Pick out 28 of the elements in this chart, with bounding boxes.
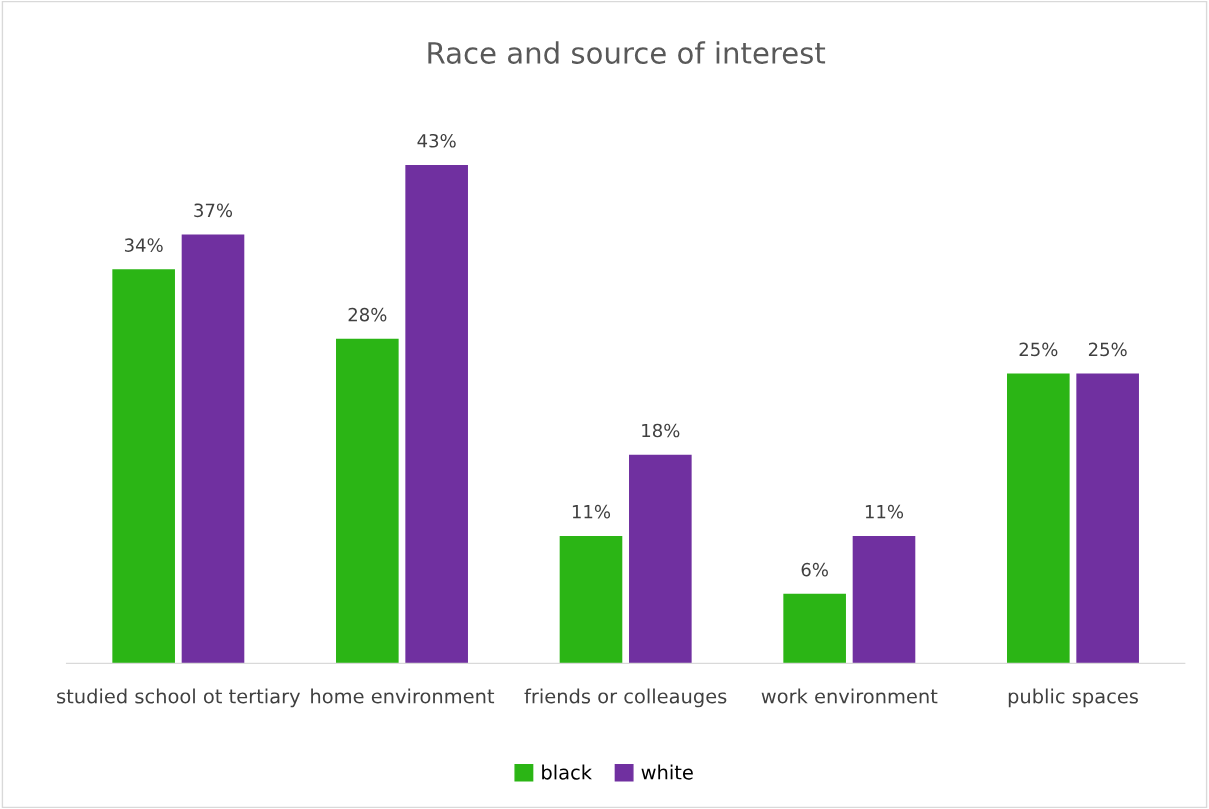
x-tick-label: studied school ot tertiary: [57, 688, 301, 708]
data-label: 18%: [642, 423, 680, 438]
bar: [1076, 373, 1139, 664]
data-label: 25%: [1088, 342, 1127, 357]
x-tick-label: work environment: [761, 688, 938, 704]
data-label: 37%: [194, 203, 233, 218]
data-label: 6%: [801, 562, 828, 577]
x-tick-label: friends or colleauges: [524, 688, 727, 708]
legend-label: white: [641, 764, 693, 780]
chart-title: Race and source of interest: [428, 41, 826, 64]
data-label: 25%: [1019, 342, 1058, 357]
bar: [783, 593, 846, 664]
bar: [112, 269, 175, 664]
data-label: 11%: [572, 504, 611, 519]
data-label: 28%: [348, 307, 387, 322]
bar: [405, 164, 468, 664]
bar: [1007, 373, 1070, 664]
bar: [629, 454, 692, 664]
x-tick-label: home environment: [311, 688, 495, 704]
x-tick-label: public spaces: [1008, 688, 1138, 708]
data-label: 11%: [865, 504, 904, 519]
legend-label: black: [542, 764, 592, 780]
bar: [559, 535, 623, 664]
bar: [852, 535, 916, 664]
data-label: 43%: [417, 133, 456, 148]
data-label: 34%: [124, 238, 163, 252]
bar: [181, 234, 245, 664]
bar: [336, 338, 399, 664]
